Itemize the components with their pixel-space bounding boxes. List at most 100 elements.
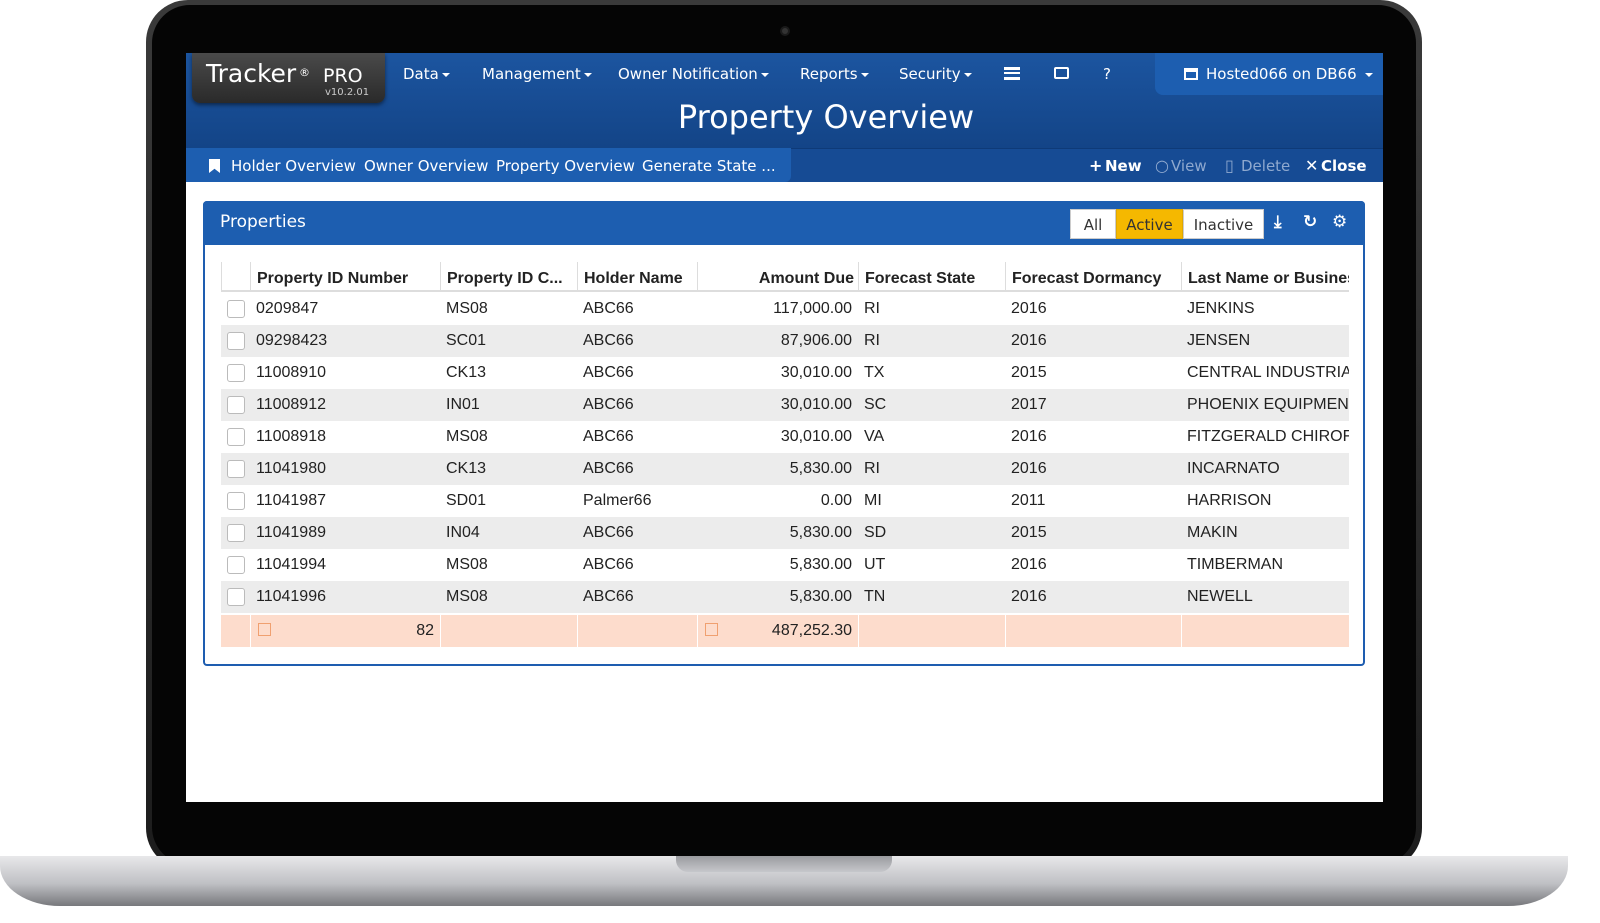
table-cell-text: 11041980: [256, 460, 326, 477]
column-header-text[interactable]: Amount Due: [759, 270, 854, 287]
column-header-text[interactable]: Property ID Number: [257, 270, 408, 287]
filter-button-text[interactable]: Active: [1126, 216, 1172, 234]
column-header[interactable]: Amount Due: [697, 262, 858, 292]
tab-text[interactable]: Property Overview: [496, 157, 635, 175]
column-header[interactable]: Forecast State: [858, 262, 1005, 292]
menu-item[interactable]: Data: [403, 65, 450, 83]
tab[interactable]: Generate State ...: [642, 157, 776, 175]
table-cell: 30,010.00: [697, 357, 858, 389]
action-button[interactable]: View: [1171, 157, 1207, 175]
filter-button-text[interactable]: All: [1084, 216, 1103, 234]
tool-icon[interactable]: ⚙: [1332, 212, 1347, 232]
action-button-text[interactable]: View: [1171, 157, 1207, 175]
column-header[interactable]: Forecast Dormancy: [1005, 262, 1181, 292]
column-header[interactable]: Property ID C...: [440, 262, 577, 292]
table-cell-text: TN: [864, 588, 885, 605]
table-cell-text: CK13: [446, 364, 486, 381]
row-checkbox[interactable]: [227, 524, 245, 542]
table-cell: 2016: [1005, 549, 1181, 581]
tab-text[interactable]: Holder Overview: [231, 157, 356, 175]
menu-item-text[interactable]: Data: [403, 65, 439, 83]
user-menu-text[interactable]: Hosted066 on DB66: [1206, 65, 1357, 83]
total-amount-text: 487,252.30: [772, 622, 852, 639]
table-cell-text: 0209847: [256, 300, 318, 317]
table-cell: ABC66: [577, 453, 697, 485]
column-header-text[interactable]: Forecast Dormancy: [1012, 270, 1161, 287]
column-header-text[interactable]: Holder Name: [584, 270, 683, 287]
table-cell: 0209847: [250, 293, 440, 325]
tab[interactable]: Property Overview: [496, 157, 635, 175]
tool-icon[interactable]: ↻: [1303, 212, 1317, 232]
row-checkbox[interactable]: [227, 460, 245, 478]
filter-button[interactable]: Active: [1116, 209, 1183, 239]
row-checkbox[interactable]: [227, 300, 245, 318]
menu-item[interactable]: Management: [482, 65, 592, 83]
table-cell: INCARNATO: [1181, 453, 1349, 485]
table-cell: 5,830.00: [697, 517, 858, 549]
table-cell: 2011: [1005, 485, 1181, 517]
tab[interactable]: Holder Overview: [231, 157, 356, 175]
tab[interactable]: Owner Overview: [364, 157, 488, 175]
table-cell: 11008910: [250, 357, 440, 389]
table-cell: JENSEN: [1181, 325, 1349, 357]
menu-item[interactable]: ?: [1103, 65, 1111, 83]
filter-button[interactable]: All: [1070, 209, 1116, 239]
column-header-text[interactable]: Property ID C...: [447, 270, 563, 287]
menu-item-text[interactable]: Reports: [800, 65, 858, 83]
table-cell: 5,830.00: [697, 581, 858, 613]
row-checkbox[interactable]: [227, 556, 245, 574]
table-cell-text: ABC66: [583, 524, 634, 541]
column-header-text[interactable]: Last Name or Busines: [1188, 270, 1349, 287]
menu-item[interactable]: Owner Notification: [618, 65, 769, 83]
menu-item[interactable]: Security: [899, 65, 972, 83]
column-header-text[interactable]: Forecast State: [865, 270, 975, 287]
tab-text[interactable]: Generate State ...: [642, 157, 776, 175]
action-button-text[interactable]: Close: [1321, 157, 1367, 175]
row-checkbox[interactable]: [227, 428, 245, 446]
row-checkbox[interactable]: [227, 364, 245, 382]
action-button-text[interactable]: New: [1105, 157, 1142, 175]
table-cell-text: 11041987: [256, 492, 326, 509]
menu-item[interactable]: Reports: [800, 65, 869, 83]
table-cell-text: CK13: [446, 460, 486, 477]
row-checkbox[interactable]: [227, 396, 245, 414]
table-cell: MS08: [440, 293, 577, 325]
table-cell-text: IN04: [446, 524, 480, 541]
action-button[interactable]: New: [1105, 157, 1142, 175]
table-cell: IN01: [440, 389, 577, 421]
table-cell: ABC66: [577, 421, 697, 453]
table-cell: 30,010.00: [697, 389, 858, 421]
action-button[interactable]: Delete: [1241, 157, 1290, 175]
row-checkbox[interactable]: [227, 492, 245, 510]
table-cell-text: 11041996: [256, 588, 326, 605]
menu-item-text[interactable]: Owner Notification: [618, 65, 758, 83]
action-button[interactable]: Close: [1321, 157, 1367, 175]
db-icon: [1004, 67, 1020, 80]
table-cell-text: 11008910: [256, 364, 326, 381]
totals-divider: [577, 615, 578, 647]
action-icon: ✕: [1305, 156, 1318, 175]
table-cell-text: 2016: [1011, 300, 1047, 317]
row-checkbox[interactable]: [227, 588, 245, 606]
tool-icon[interactable]: ⤓: [1274, 212, 1282, 232]
row-checkbox[interactable]: [227, 332, 245, 350]
table-cell: TIMBERMAN: [1181, 549, 1349, 581]
menu-item-text[interactable]: Management: [482, 65, 581, 83]
action-button-text[interactable]: Delete: [1241, 157, 1290, 175]
column-header[interactable]: Property ID Number: [250, 262, 440, 292]
table-cell-text: 30,010.00: [781, 364, 852, 381]
filter-button-text[interactable]: Inactive: [1194, 216, 1254, 234]
table-cell-text: ABC66: [583, 396, 634, 413]
column-header[interactable]: Last Name or Busines: [1181, 262, 1349, 292]
table-cell-text: 87,906.00: [781, 332, 852, 349]
panel-title: Properties: [220, 212, 306, 232]
filter-button[interactable]: Inactive: [1183, 209, 1264, 239]
total-count: 82: [250, 615, 440, 647]
table-cell: MS08: [440, 421, 577, 453]
user-menu[interactable]: Hosted066 on DB66: [1206, 65, 1373, 83]
menu-item-text[interactable]: ?: [1103, 65, 1111, 83]
menu-item-text[interactable]: Security: [899, 65, 961, 83]
totals-divider: [1181, 615, 1182, 647]
column-header[interactable]: Holder Name: [577, 262, 697, 292]
tab-text[interactable]: Owner Overview: [364, 157, 488, 175]
